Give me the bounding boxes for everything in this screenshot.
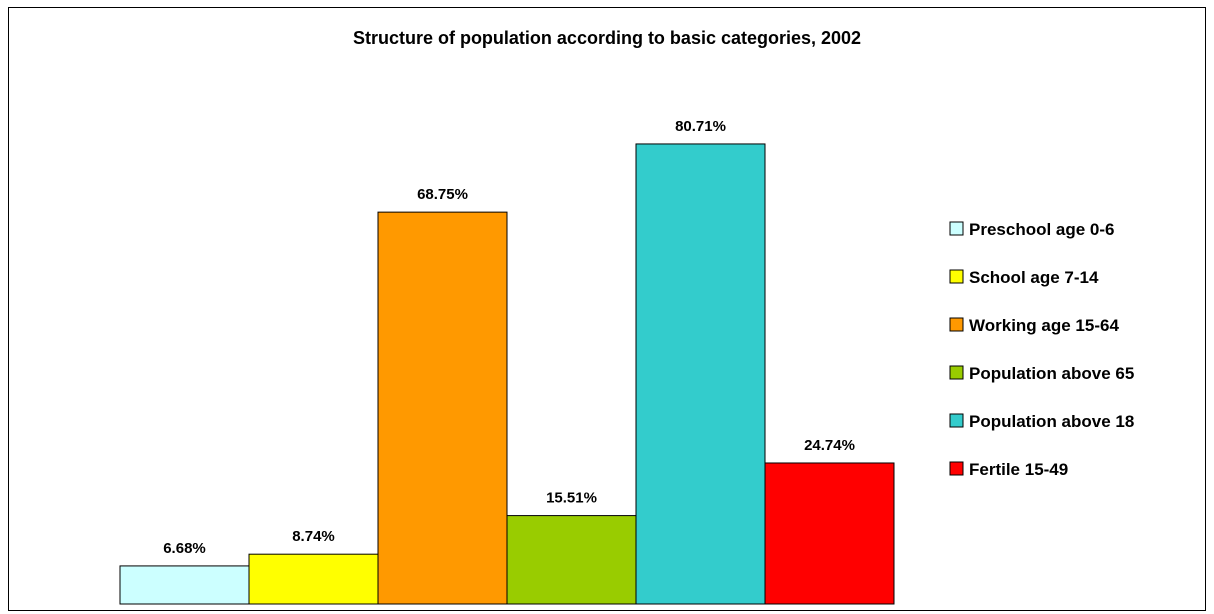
legend: Preschool age 0-6 School age 7-14 Working … xyxy=(949,220,1134,479)
bar-3 xyxy=(377,211,508,605)
legend-swatch-5 xyxy=(949,413,964,428)
legend-swatch-3 xyxy=(949,317,964,332)
legend-label-2: School age 7-14 xyxy=(969,268,1099,287)
bar-6 xyxy=(764,462,895,605)
legend-swatch-4 xyxy=(949,365,964,380)
data-label-6: 24.74% xyxy=(804,437,855,454)
bar-1 xyxy=(119,565,250,605)
data-label-3: 68.75% xyxy=(417,186,468,203)
legend-label-4: Population above 65 xyxy=(969,364,1134,383)
data-label-2: 8.74% xyxy=(292,528,335,545)
legend-label-3: Working age 15-64 xyxy=(969,316,1119,335)
data-label-5: 80.71% xyxy=(675,118,726,135)
chart-title: Structure of population according to bas… xyxy=(352,28,862,48)
chart-frame xyxy=(8,7,1206,611)
data-label-4: 15.51% xyxy=(546,490,597,507)
legend-label-1: Preschool age 0-6 xyxy=(969,220,1115,239)
legend-swatch-1 xyxy=(949,221,964,236)
bar-5 xyxy=(635,143,766,605)
legend-swatch-6 xyxy=(949,461,964,476)
bar-2 xyxy=(248,553,379,605)
legend-label-5: Population above 18 xyxy=(969,412,1134,431)
bars-group: 6.68% 8.74% 68.75% 15.51% 80.71% 24.74% xyxy=(119,118,895,605)
legend-label-6: Fertile 15-49 xyxy=(969,460,1068,479)
bar-4 xyxy=(506,515,637,605)
legend-swatch-2 xyxy=(949,269,964,284)
data-label-1: 6.68% xyxy=(163,540,206,557)
